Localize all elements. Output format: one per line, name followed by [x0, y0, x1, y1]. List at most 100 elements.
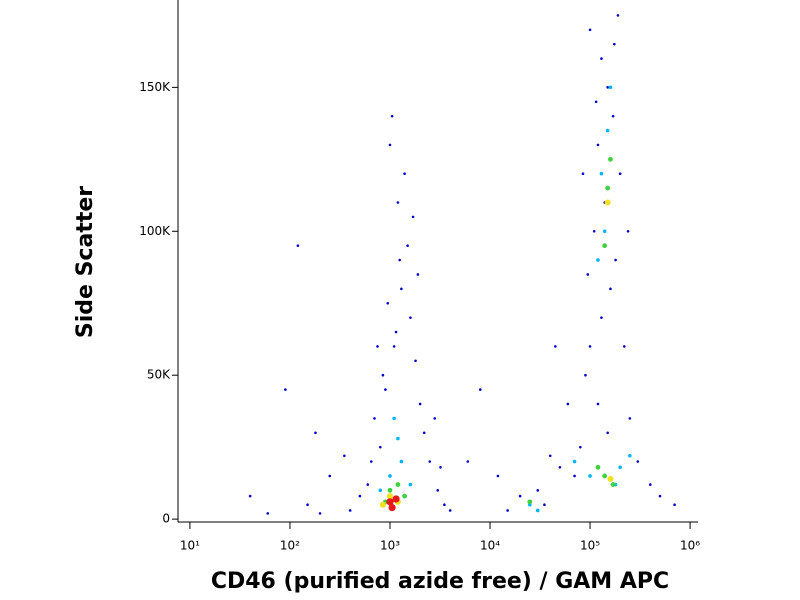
data-point	[376, 345, 379, 348]
data-point	[266, 512, 270, 515]
data-point	[611, 114, 615, 118]
data-point	[596, 143, 600, 147]
data-point	[366, 483, 370, 486]
data-point	[428, 460, 432, 463]
data-point	[390, 114, 394, 118]
data-point	[395, 482, 401, 487]
data-point	[579, 445, 582, 449]
data-point	[387, 487, 393, 493]
data-point	[318, 512, 322, 515]
data-point	[543, 503, 546, 507]
x-tick-label: 10³	[380, 539, 400, 553]
data-point	[506, 509, 509, 512]
data-point	[606, 431, 609, 435]
data-point	[388, 474, 392, 478]
data-point	[558, 466, 562, 469]
data-point	[358, 494, 362, 498]
data-point	[416, 273, 420, 276]
data-point	[527, 499, 533, 505]
data-point	[381, 373, 385, 377]
data-point	[628, 417, 632, 420]
data-point	[616, 14, 620, 17]
data-point	[436, 489, 440, 492]
x-tick-label: 10⁶	[680, 539, 700, 553]
data-point	[443, 503, 446, 507]
data-point	[373, 417, 376, 420]
y-tick-label: 150K	[139, 80, 171, 94]
data-point	[673, 503, 676, 507]
data-point	[496, 474, 500, 478]
data-point	[386, 493, 393, 500]
data-point	[584, 373, 587, 377]
data-point	[248, 494, 252, 498]
data-point	[392, 495, 400, 503]
data-point	[605, 128, 610, 133]
data-point	[396, 201, 400, 204]
data-point	[554, 345, 557, 348]
data-point	[394, 330, 398, 334]
data-point	[343, 454, 346, 458]
data-point	[594, 100, 598, 104]
data-point	[614, 258, 617, 262]
data-point	[378, 445, 382, 449]
x-tick-label: 10⁴	[480, 539, 500, 553]
data-point	[606, 86, 609, 89]
data-point	[608, 156, 613, 162]
data-point	[388, 504, 396, 512]
data-point	[600, 316, 603, 319]
data-point	[604, 199, 611, 206]
x-tick-label: 10²	[280, 539, 300, 553]
data-point	[628, 453, 632, 458]
y-tick-label: 50K	[147, 368, 171, 382]
data-point	[618, 465, 622, 470]
data-point	[588, 345, 592, 348]
data-point	[602, 243, 608, 249]
data-point	[403, 172, 406, 176]
data-point	[369, 460, 373, 463]
data-point	[418, 402, 422, 406]
data-point	[596, 258, 600, 262]
y-axis-title: Side Scatter	[73, 186, 98, 338]
data-point	[433, 417, 437, 420]
data-point	[581, 172, 585, 176]
data-point	[618, 172, 622, 176]
data-point	[314, 431, 317, 435]
data-point	[384, 388, 387, 391]
data-point	[386, 498, 394, 506]
data-point	[386, 301, 390, 305]
data-point	[648, 483, 652, 486]
data-point	[602, 229, 607, 234]
data-point	[610, 482, 616, 487]
data-point	[479, 388, 482, 391]
x-tick-label: 10⁵	[580, 539, 600, 553]
data-point	[306, 503, 309, 507]
data-point	[388, 143, 392, 147]
data-point	[379, 501, 386, 508]
data-point	[284, 388, 287, 391]
data-point	[408, 482, 413, 487]
data-point	[328, 474, 332, 478]
data-point	[439, 466, 442, 469]
data-point	[595, 464, 601, 470]
data-point	[658, 494, 662, 498]
data-point	[573, 474, 576, 478]
data-point	[588, 474, 592, 478]
data-point	[518, 494, 522, 498]
data-point	[466, 460, 470, 463]
data-point	[636, 460, 640, 463]
data-point	[566, 402, 570, 406]
data-point	[409, 316, 412, 319]
data-point	[626, 229, 630, 233]
data-point	[414, 359, 417, 363]
data-point	[623, 345, 626, 348]
data-point	[600, 57, 603, 60]
data-point	[536, 489, 540, 492]
data-point	[572, 459, 577, 464]
data-point	[448, 509, 452, 512]
data-point	[599, 171, 604, 176]
data-point	[592, 229, 596, 233]
data-point	[613, 42, 616, 46]
data-point	[392, 345, 396, 348]
